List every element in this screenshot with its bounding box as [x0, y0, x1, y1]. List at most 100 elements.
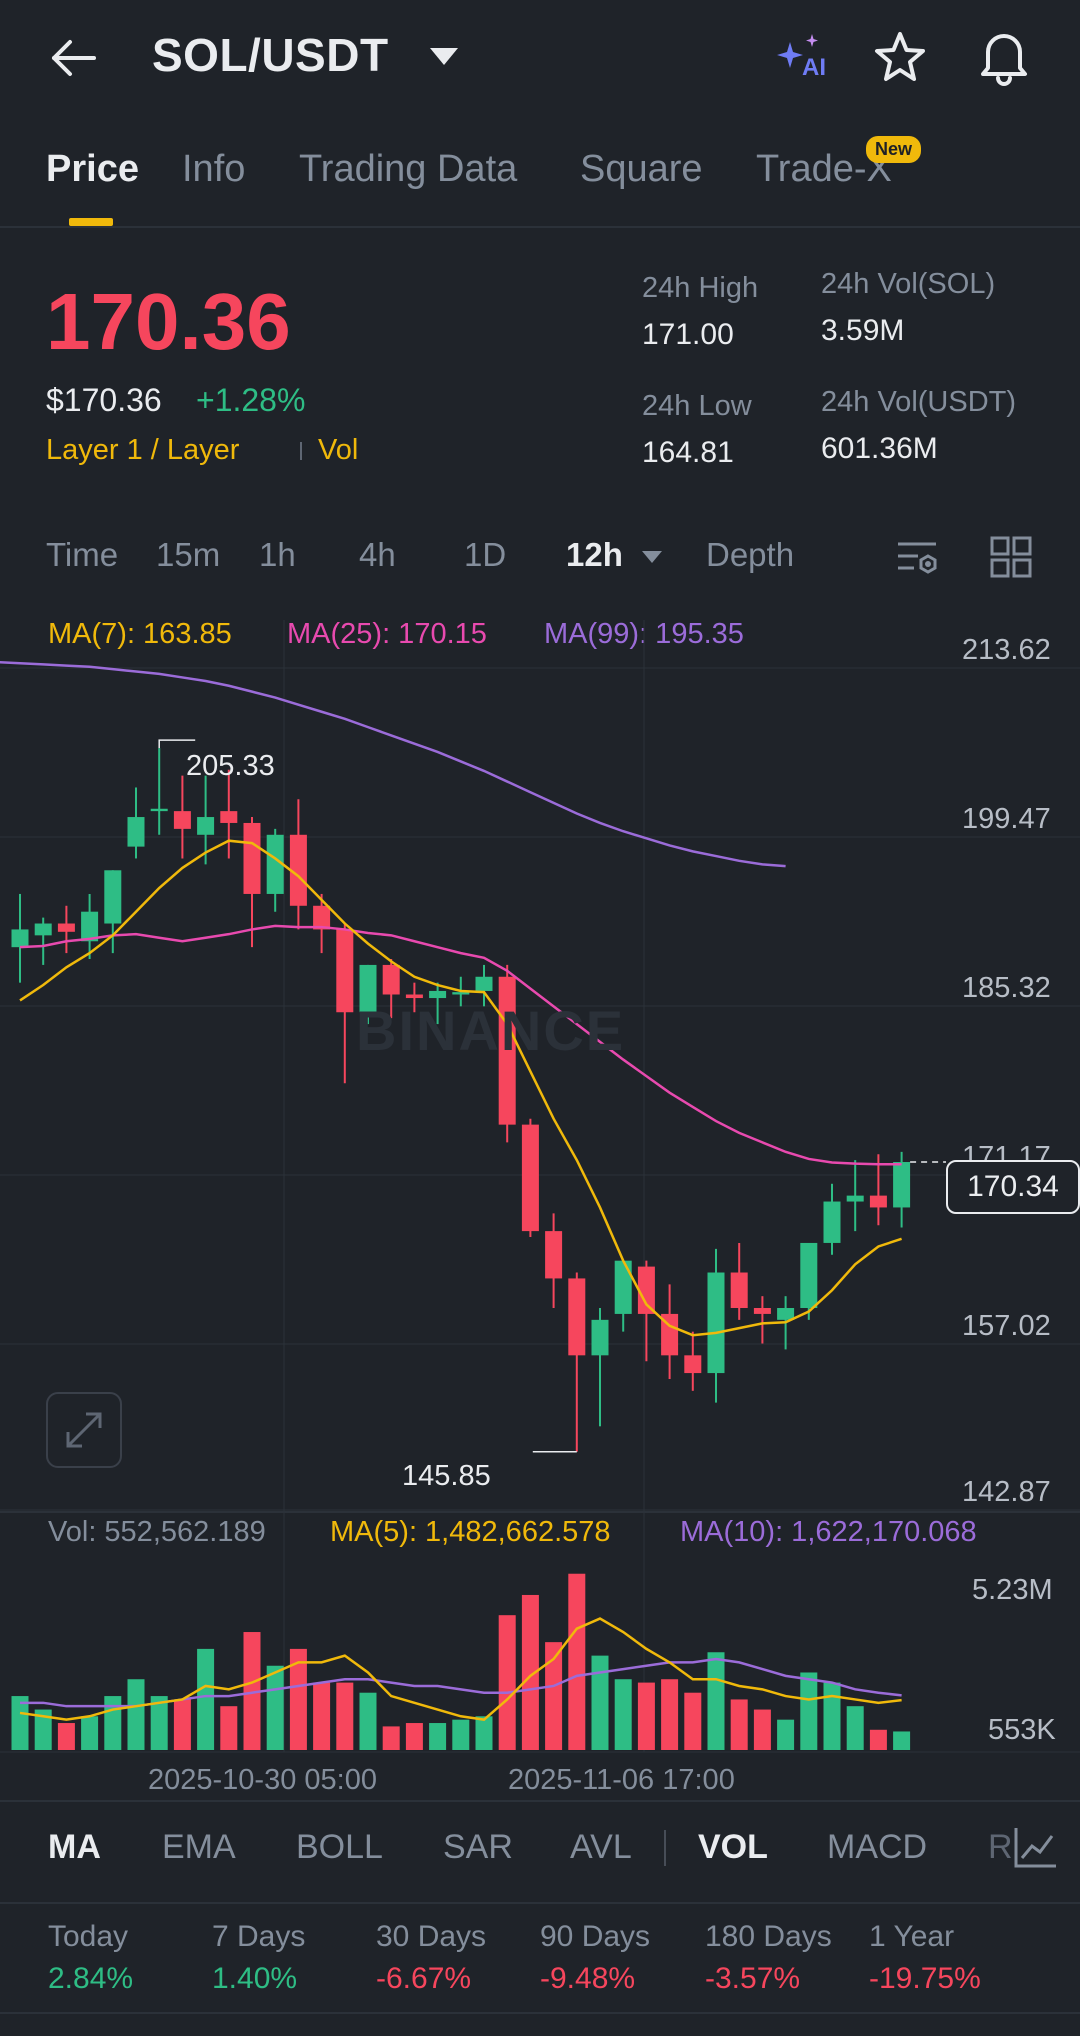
candle-body: [614, 1260, 632, 1314]
candle-body: [382, 964, 400, 995]
back-arrow-icon[interactable]: [46, 30, 102, 86]
tab-price[interactable]: Price: [46, 148, 139, 190]
ma25-line: [19, 924, 902, 1166]
chevron-down-icon[interactable]: [430, 48, 458, 65]
volume-bar: [197, 1648, 215, 1750]
chart-settings-icon[interactable]: [894, 534, 940, 580]
interval-1d[interactable]: 1D: [464, 536, 507, 573]
performance-value: -19.75%: [869, 1962, 981, 1995]
interval-12h[interactable]: 12h: [566, 536, 623, 573]
interval-time[interactable]: Time: [46, 536, 119, 573]
layout-grid-icon[interactable]: [988, 534, 1034, 580]
volume-bar: [452, 1719, 470, 1750]
price-axis-label: 185.32: [962, 972, 1051, 1004]
volume-bar: [661, 1679, 679, 1750]
candle-body: [57, 923, 75, 932]
candle-body: [313, 905, 331, 930]
price-chart[interactable]: [0, 600, 1080, 1780]
volume-bar: [730, 1699, 748, 1750]
candle-body: [336, 929, 354, 1013]
volume-bar: [81, 1716, 99, 1750]
indicator-vol[interactable]: VOL: [698, 1828, 768, 1866]
performance-value: 1.40%: [212, 1962, 298, 1995]
interval-15m[interactable]: 15m: [156, 536, 221, 573]
volume-bar: [243, 1632, 261, 1750]
stat-high-value: 171.00: [642, 318, 734, 351]
active-tab-indicator: [69, 218, 113, 226]
indicator-settings-icon[interactable]: [1010, 1822, 1060, 1872]
usd-price: $170.36: [46, 382, 162, 418]
date-axis-label: 2025-10-30 05:00: [148, 1764, 377, 1796]
category-tag[interactable]: Layer 1 / Layer: [46, 434, 240, 466]
candle-body: [289, 834, 307, 906]
stat-low-label: 24h Low: [642, 390, 752, 422]
volume-bar: [313, 1682, 331, 1750]
candle-body: [127, 817, 145, 847]
sparkle-icon: [777, 34, 818, 68]
top-bar: SOL/USDT AI: [0, 0, 1080, 120]
tab-square[interactable]: Square: [580, 148, 703, 190]
chevron-down-icon[interactable]: [642, 551, 662, 563]
interval-depth[interactable]: Depth: [706, 536, 795, 573]
vol-tag[interactable]: Vol: [318, 434, 359, 466]
volume-bar: [57, 1723, 75, 1750]
volume-bar: [707, 1652, 725, 1750]
indicator-boll[interactable]: BOLL: [296, 1828, 383, 1866]
date-axis-label: 2025-11-06 17:00: [508, 1764, 735, 1796]
indicator-macd[interactable]: MACD: [827, 1828, 928, 1866]
ai-assistant-button[interactable]: AI: [776, 30, 836, 86]
tab-info[interactable]: Info: [182, 148, 246, 190]
performance-label: 180 Days: [705, 1920, 832, 1953]
candle-body: [568, 1278, 586, 1356]
price-axis-label: 199.47: [962, 803, 1051, 835]
candle-body: [243, 822, 261, 894]
bell-icon[interactable]: [974, 26, 1034, 88]
vol-axis-label: 553K: [988, 1714, 1056, 1746]
candle-body: [150, 808, 168, 812]
stat-vol-sol-value: 3.59M: [821, 314, 905, 347]
volume-bar: [104, 1696, 122, 1750]
ma7-line: [19, 839, 902, 1337]
price-axis-label: 213.62: [962, 634, 1051, 666]
volume-bar: [382, 1726, 400, 1750]
binance-watermark: BINANCE: [356, 999, 626, 1062]
volume-bar: [591, 1655, 609, 1750]
low-marker-label: 145.85: [402, 1460, 491, 1492]
candle-body: [893, 1162, 911, 1208]
stat-low-value: 164.81: [642, 436, 734, 469]
volume-bar: [173, 1699, 191, 1750]
star-icon[interactable]: [870, 28, 930, 88]
ai-label: AI: [802, 54, 826, 81]
volume-bar: [614, 1679, 632, 1750]
tab-trading-data[interactable]: Trading Data: [299, 148, 518, 190]
candle-body: [661, 1313, 679, 1356]
fullscreen-button[interactable]: [46, 1392, 122, 1468]
interval-4h[interactable]: 4h: [359, 536, 396, 573]
volume-bar: [869, 1729, 887, 1750]
candle-body: [104, 870, 122, 924]
new-badge: New: [866, 136, 922, 163]
pair-selector[interactable]: SOL/USDT: [152, 29, 389, 81]
volume-bar: [429, 1723, 447, 1750]
indicator-sar[interactable]: SAR: [443, 1828, 513, 1866]
volume-bar: [34, 1709, 52, 1750]
indicator-divider: [664, 1830, 666, 1866]
ma99-line: [0, 660, 786, 868]
volume-bar: [475, 1716, 493, 1750]
candle-body: [173, 811, 191, 829]
interval-1h[interactable]: 1h: [259, 536, 296, 573]
indicator-rsi-partial[interactable]: R: [988, 1828, 1013, 1866]
candle-body: [197, 817, 215, 835]
candle-body: [684, 1355, 702, 1374]
indicator-avl[interactable]: AVL: [570, 1828, 632, 1866]
volume-bar: [405, 1723, 423, 1750]
candle-body: [846, 1195, 864, 1202]
candle-body: [591, 1319, 609, 1356]
current-price-tag[interactable]: 170.34: [946, 1160, 1080, 1214]
indicator-ema[interactable]: EMA: [162, 1828, 236, 1866]
vol-axis-label: 5.23M: [972, 1574, 1053, 1606]
volume-bar: [220, 1706, 238, 1750]
indicator-ma[interactable]: MA: [48, 1828, 101, 1866]
volume-bar: [823, 1682, 841, 1750]
volume-bar: [289, 1648, 307, 1750]
